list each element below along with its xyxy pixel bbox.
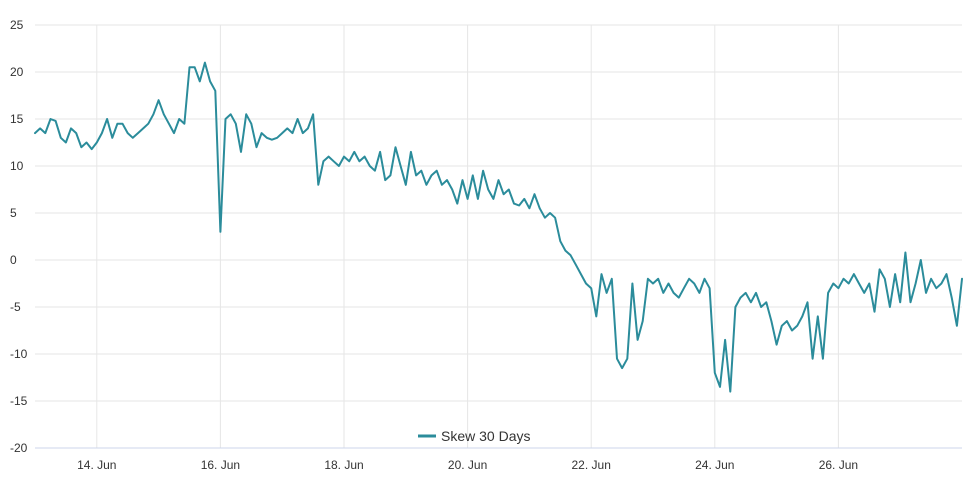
legend-label-skew-30-days[interactable]: Skew 30 Days <box>441 428 530 444</box>
y-tick-label: 15 <box>10 112 24 126</box>
x-tick-label: 20. Jun <box>448 458 487 472</box>
y-tick-label: -20 <box>10 441 28 455</box>
chart-legend[interactable]: Skew 30 Days <box>418 428 530 444</box>
x-tick-label: 26. Jun <box>819 458 858 472</box>
y-tick-label: 5 <box>10 206 17 220</box>
y-tick-label: -5 <box>10 300 21 314</box>
x-tick-label: 16. Jun <box>201 458 240 472</box>
x-tick-label: 14. Jun <box>77 458 116 472</box>
y-tick-label: 0 <box>10 253 17 267</box>
y-tick-label: 20 <box>10 65 24 79</box>
y-tick-label: 10 <box>10 159 24 173</box>
x-tick-label: 22. Jun <box>572 458 611 472</box>
y-tick-label: 25 <box>10 18 24 32</box>
x-axis: 14. Jun 16. Jun 18. Jun 20. Jun 22. Jun 24. J… <box>35 447 962 472</box>
series-line-skew-30-days[interactable] <box>34 61 963 393</box>
chart-gridlines <box>35 24 962 448</box>
y-axis: 25 20 15 10 5 0 -5 -10 -15 -20 <box>10 18 28 455</box>
chart-series <box>34 61 963 393</box>
y-tick-label: -15 <box>10 394 28 408</box>
x-tick-label: 24. Jun <box>695 458 734 472</box>
x-tick-label: 18. Jun <box>324 458 363 472</box>
y-tick-label: -10 <box>10 347 28 361</box>
